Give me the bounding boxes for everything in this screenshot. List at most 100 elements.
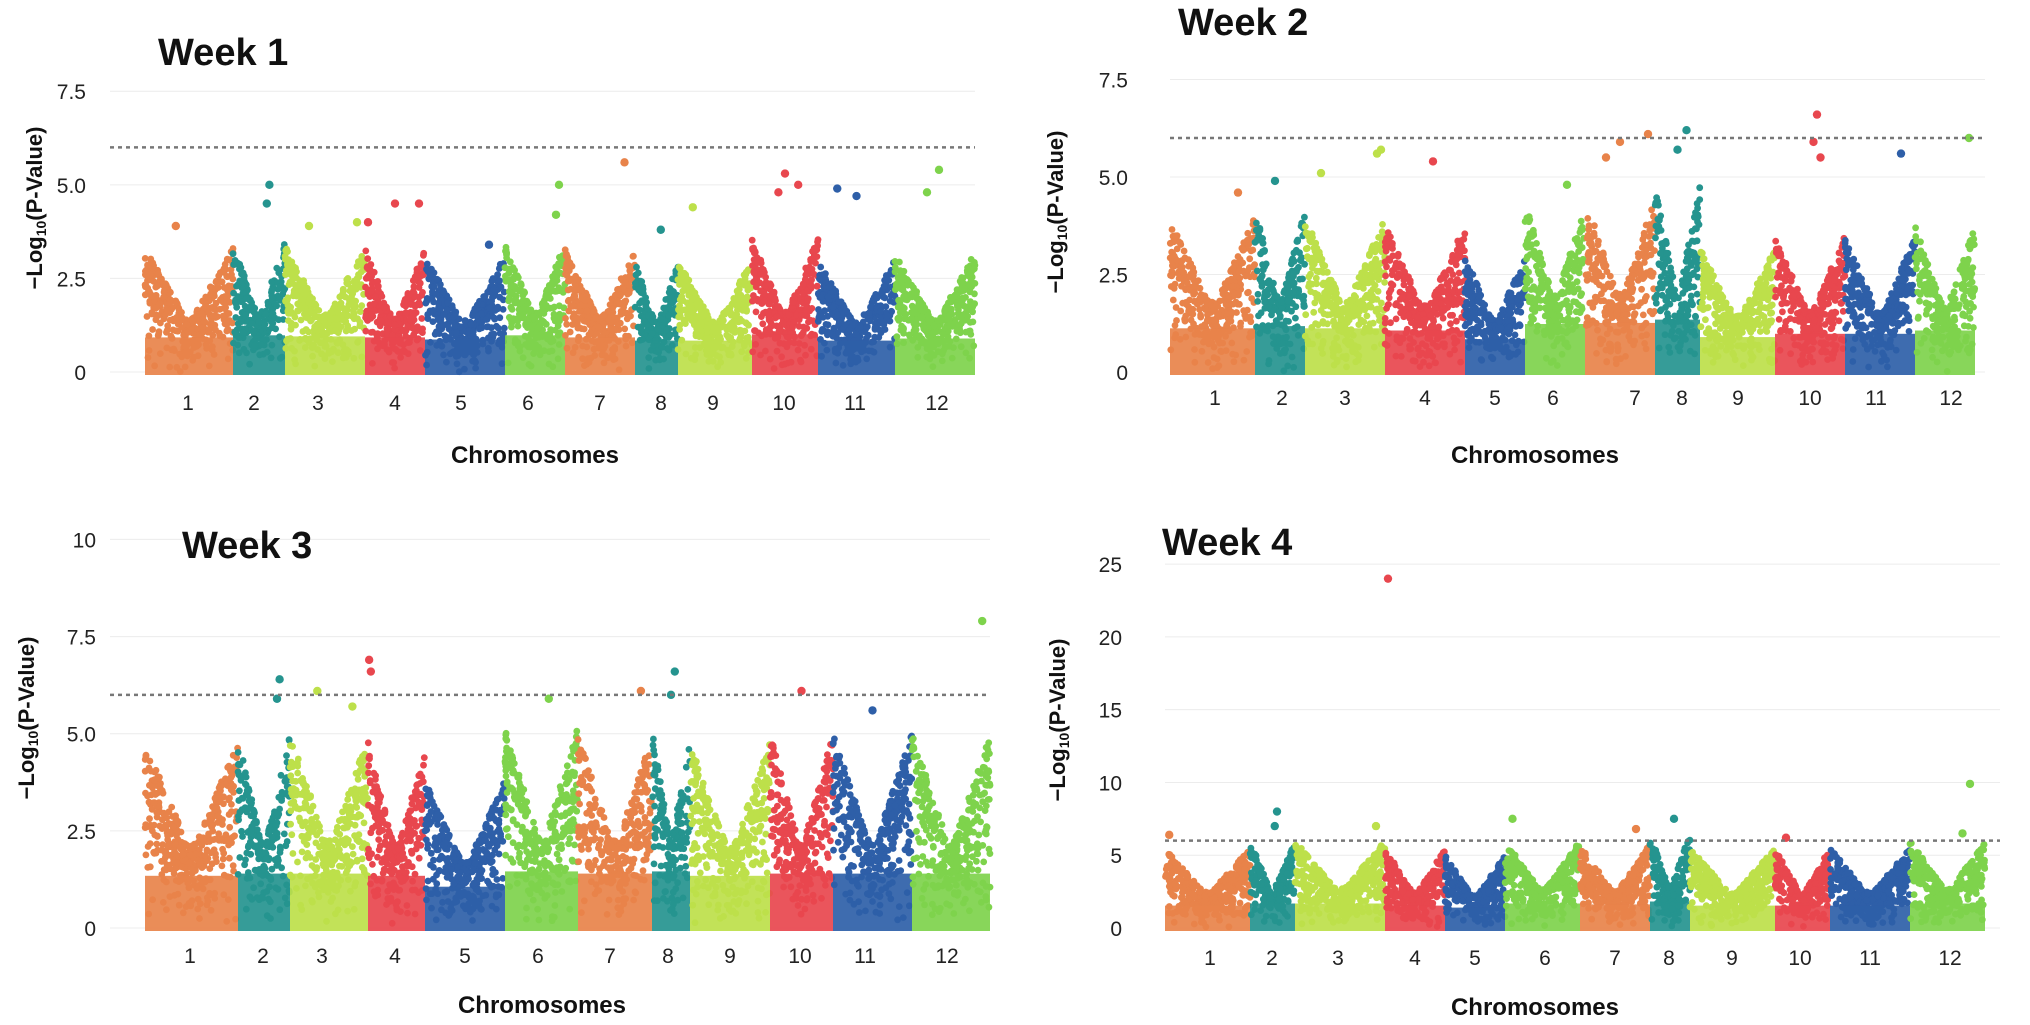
snp-point (1354, 281, 1362, 289)
snp-point (757, 271, 765, 278)
snp-point (500, 324, 508, 332)
chromosome-base-band (678, 340, 752, 375)
snp-point (756, 279, 764, 287)
snp-point (500, 288, 508, 296)
snp-point (1355, 299, 1363, 306)
snp-point (555, 268, 562, 276)
y-tick-label: 5.0 (57, 175, 86, 198)
chromosome-base-band (752, 334, 818, 375)
snp-point (1177, 265, 1185, 273)
snp-point (433, 275, 441, 283)
snp-point (312, 312, 319, 320)
snp-point (1235, 268, 1242, 276)
snp-point (891, 268, 899, 276)
snp-point (168, 304, 176, 312)
chromosome-4-points (1381, 229, 1469, 375)
snp-point (352, 280, 359, 288)
snp-point (1347, 301, 1354, 309)
snp-point (1385, 289, 1393, 297)
snp-point (1173, 245, 1181, 253)
snp-point (438, 320, 446, 328)
snp-point (1384, 229, 1392, 237)
chromosome-base-band (895, 338, 975, 375)
snp-point (362, 247, 370, 255)
snp-point (356, 308, 364, 315)
snp-point (1253, 219, 1260, 227)
snp-point (678, 293, 686, 301)
chromosome-base-band (505, 335, 565, 375)
snp-point (918, 307, 925, 314)
snp-point (590, 307, 598, 315)
snp-point (849, 322, 856, 329)
snp-point (957, 314, 965, 321)
snp-point (1169, 262, 1176, 269)
snp-point (417, 260, 425, 268)
chromosome-7-points (561, 246, 638, 375)
snp-point (885, 276, 893, 284)
peak-snp-point (656, 225, 665, 234)
snp-point (761, 291, 769, 298)
chromosome-8-points (631, 263, 682, 375)
snp-point (1259, 235, 1266, 243)
snp-point (1429, 323, 1437, 330)
snp-point (742, 270, 749, 278)
snp-point (490, 286, 498, 293)
snp-point (907, 315, 915, 323)
snp-point (814, 317, 822, 325)
snp-point (467, 321, 475, 328)
snp-point (494, 271, 501, 279)
snp-point (1190, 320, 1197, 328)
snp-point (1196, 294, 1204, 302)
snp-point (971, 300, 978, 308)
snp-point (286, 278, 294, 286)
snp-point (364, 255, 372, 262)
snp-point (837, 298, 845, 306)
snp-point (189, 317, 197, 325)
snp-point (1378, 228, 1386, 236)
snp-point (1320, 279, 1327, 287)
snp-point (226, 256, 234, 264)
snp-point (1308, 230, 1316, 238)
snp-point (564, 286, 572, 294)
snp-point (1246, 255, 1254, 263)
snp-point (1310, 260, 1318, 268)
snp-point (444, 299, 451, 307)
snp-point (1229, 282, 1237, 290)
snp-point (1170, 285, 1178, 292)
snp-point (578, 325, 585, 332)
snp-point (230, 289, 238, 297)
snp-point (520, 289, 527, 297)
snp-point (268, 278, 276, 286)
snp-point (812, 246, 819, 254)
snp-point (511, 273, 518, 280)
snp-point (621, 279, 629, 286)
snp-point (1292, 314, 1299, 322)
snp-point (883, 312, 891, 320)
snp-point (634, 269, 642, 277)
x-tick-label: 4 (389, 392, 401, 415)
snp-point (175, 305, 183, 313)
snp-point (229, 250, 237, 258)
snp-point (1278, 298, 1286, 306)
snp-point (958, 281, 966, 289)
snp-point (212, 326, 219, 334)
snp-point (290, 289, 298, 297)
snp-point (617, 291, 624, 299)
snp-point (654, 326, 662, 333)
snp-point (814, 238, 821, 246)
snp-point (376, 322, 384, 330)
snp-point (223, 293, 231, 301)
snp-point (1371, 282, 1379, 289)
snp-point (247, 303, 254, 310)
snp-point (502, 277, 510, 285)
snp-point (469, 328, 477, 336)
snp-point (188, 326, 195, 334)
snp-point (562, 315, 569, 322)
snp-point (1445, 301, 1453, 308)
snp-point (759, 320, 767, 328)
snp-point (807, 283, 815, 291)
snp-point (665, 312, 673, 319)
snp-point (1381, 315, 1389, 322)
snp-point (1294, 237, 1301, 245)
snp-point (929, 329, 937, 337)
